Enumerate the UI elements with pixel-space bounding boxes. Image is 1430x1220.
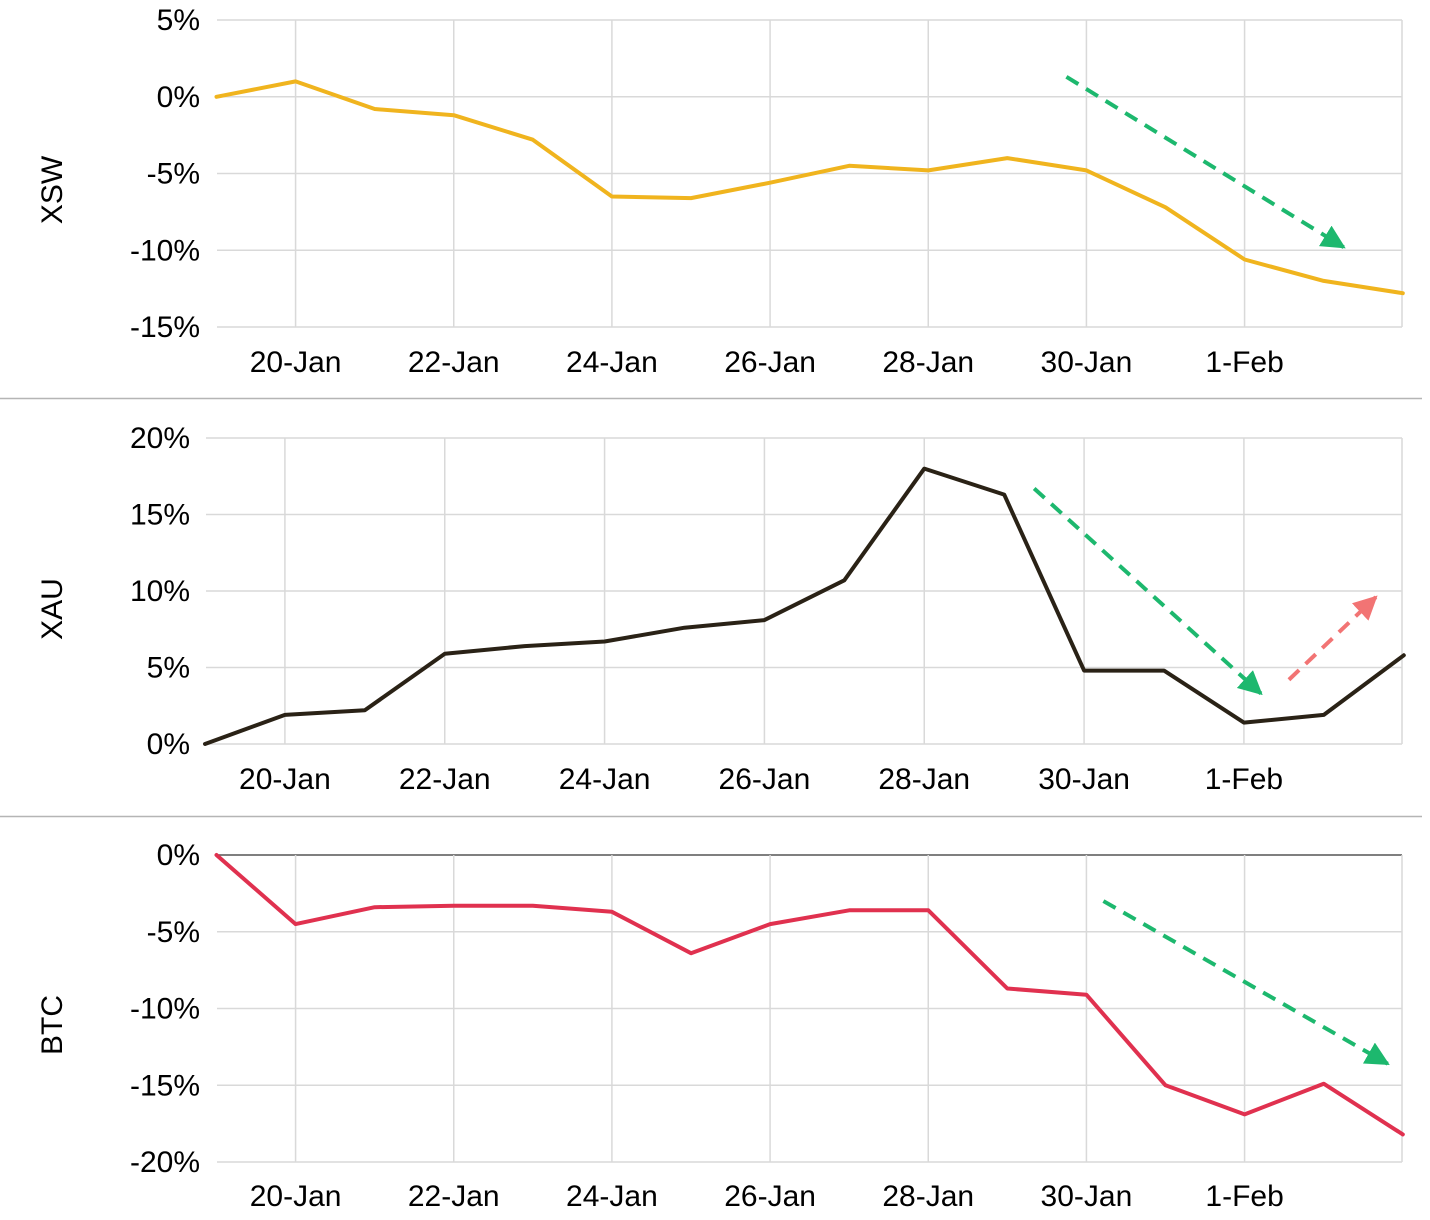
xau-x-tick-label: 1-Feb — [1205, 763, 1283, 796]
xau-x-tick-label: 20-Jan — [239, 763, 331, 796]
btc-y-tick-label: 0% — [157, 839, 200, 872]
xau-x-tick-label: 22-Jan — [399, 763, 491, 796]
btc-x-tick-label: 1-Feb — [1205, 1180, 1283, 1213]
xau-trend-arrow — [1287, 595, 1378, 682]
xau-y-tick-label: 20% — [130, 422, 190, 455]
xau-y-tick-label: 10% — [130, 575, 190, 608]
xsw-y-tick-label: -5% — [147, 158, 200, 191]
btc-x-tick-label: 22-Jan — [408, 1180, 500, 1213]
xau-y-tick-label: 5% — [147, 652, 190, 685]
xsw-x-tick-label: 20-Jan — [250, 346, 342, 379]
btc-x-tick-label: 28-Jan — [882, 1180, 974, 1213]
xsw-x-tick-label: 24-Jan — [566, 346, 658, 379]
xau-x-tick-label: 28-Jan — [878, 763, 970, 796]
xau-y-tick-label: 15% — [130, 499, 190, 532]
btc-x-tick-label: 26-Jan — [724, 1180, 816, 1213]
btc-chart-panel: 0% -5% -10% -15% -20% 20-Jan 22-Jan 24-Jan 26-Ja… — [36, 839, 1405, 1213]
xau-series-line — [203, 466, 1406, 746]
btc-y-tick-label: -5% — [147, 916, 200, 949]
xsw-trend-arrow — [1065, 75, 1346, 249]
xau-x-tick-label: 26-Jan — [719, 763, 811, 796]
btc-x-tick-label: 30-Jan — [1041, 1180, 1133, 1213]
xsw-y-tick-label: 0% — [157, 81, 200, 114]
xau-y-tick-label: 0% — [147, 728, 190, 761]
xsw-y-tick-label: -10% — [130, 234, 200, 267]
btc-x-tick-label: 20-Jan — [250, 1180, 342, 1213]
xsw-x-tick-label: 28-Jan — [882, 346, 974, 379]
xsw-y-tick-label: -15% — [130, 311, 200, 344]
btc-series-line — [214, 853, 1405, 1137]
btc-x-tick-label: 24-Jan — [566, 1180, 658, 1213]
xsw-chart-panel: 5% 0% -5% -10% -15% 20-Jan 22-Jan 24-Jan 26-Jan 2… — [36, 4, 1405, 379]
xsw-axis-label: XSW — [36, 155, 69, 224]
xsw-x-tick-label: 30-Jan — [1041, 346, 1133, 379]
xsw-x-tick-label: 26-Jan — [724, 346, 816, 379]
btc-axis-label: BTC — [36, 995, 69, 1055]
xau-trend-arrow — [1032, 487, 1263, 696]
xsw-series-line — [214, 79, 1405, 296]
xau-x-tick-label: 30-Jan — [1038, 763, 1130, 796]
btc-y-tick-label: -15% — [130, 1069, 200, 1102]
xsw-y-tick-label: 5% — [157, 4, 200, 37]
btc-y-tick-label: -20% — [130, 1146, 200, 1179]
btc-trend-arrow — [1102, 899, 1390, 1066]
btc-y-tick-label: -10% — [130, 993, 200, 1026]
xsw-x-tick-label: 1-Feb — [1205, 346, 1283, 379]
xau-x-tick-label: 24-Jan — [559, 763, 651, 796]
xau-chart-panel: 20% 15% 10% 5% 0% 20-Jan 22-Jan 24-Jan 26-Jan 28-… — [36, 422, 1406, 796]
xsw-x-tick-label: 22-Jan — [408, 346, 500, 379]
xau-axis-label: XAU — [36, 578, 69, 640]
